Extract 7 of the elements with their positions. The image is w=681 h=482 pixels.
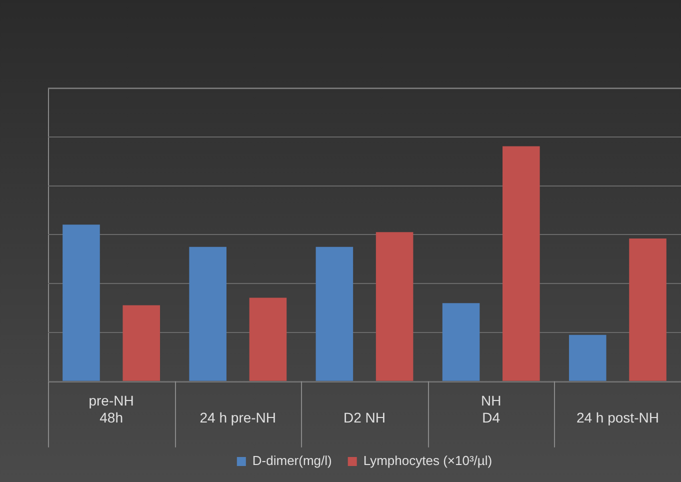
legend-label: Lymphocytes (×10³/µl) bbox=[363, 453, 492, 468]
legend-label: D-dimer(mg/l) bbox=[252, 453, 332, 468]
x-tick-label: pre-NH 48h bbox=[88, 392, 134, 426]
x-tick-label: NH D4 bbox=[480, 392, 502, 426]
x-tick-label: D2 NH bbox=[343, 409, 386, 426]
x-tick-label: 24 h post-NH bbox=[576, 409, 659, 426]
x-tick-label: 24 h pre-NH bbox=[200, 409, 276, 426]
